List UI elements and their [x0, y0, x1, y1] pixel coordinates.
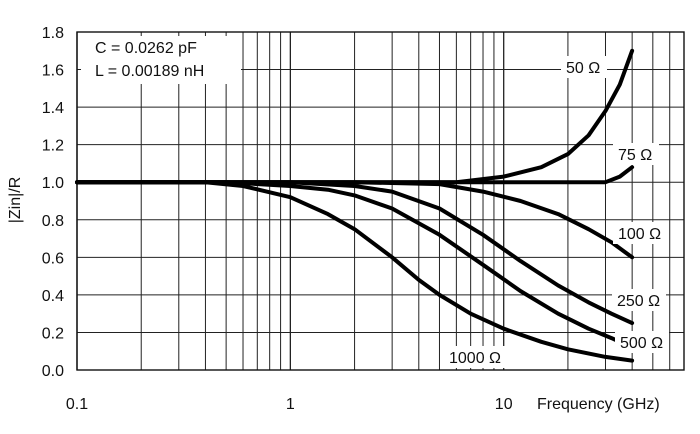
annotation-background: [81, 36, 241, 84]
series-label-background: [612, 289, 666, 311]
series-label-background: [613, 222, 667, 244]
series-line-100: [75, 180, 635, 260]
annotation-text: C = 0.0262 pF: [95, 40, 197, 57]
y-tick-label: 0.4: [42, 288, 64, 305]
series-label-75: 75 Ω: [618, 147, 652, 164]
y-tick-label: 0.2: [42, 325, 64, 342]
y-tick-label: 0.6: [42, 250, 64, 267]
series-label-background: [615, 331, 669, 353]
series-label-500: 500 Ω: [620, 335, 663, 352]
y-tick-label: 0.8: [42, 213, 64, 230]
series-line-500: [75, 180, 635, 350]
y-tick-label: 1.4: [42, 100, 64, 117]
y-tick-label: 0.0: [42, 363, 64, 380]
series-line-1000: [75, 180, 635, 363]
x-axis-label: Frequency (GHz): [537, 396, 660, 413]
x-tick-label: 1: [286, 396, 295, 413]
y-tick-label: 1.6: [42, 63, 64, 80]
y-tick-label: 1.8: [42, 25, 64, 42]
x-tick-label: 10: [495, 396, 513, 413]
x-tick-label: 0.1: [66, 396, 88, 413]
series-label-50: 50 Ω: [566, 60, 600, 77]
annotation-text: L = 0.00189 nH: [95, 63, 204, 80]
series-label-1000: 1000 Ω: [449, 350, 501, 367]
series-lines: [75, 48, 635, 363]
y-tick-label: 1.0: [42, 175, 64, 192]
series-label-100: 100 Ω: [618, 226, 661, 243]
tick-labels: 0.0 0.2 0.4 0.6 0.8 1.0 1.2 1.4 1.6 1.8 0.1 1 10: [42, 25, 513, 413]
y-axis-label: |Zin|/R: [7, 177, 24, 224]
series-line-250: [75, 180, 635, 326]
series-label-background: [613, 143, 659, 165]
series-label-background: [444, 346, 506, 368]
plot-frame: [76, 31, 685, 371]
labels: C = 0.0262 pF L = 0.00189 nH 50 Ω 75 Ω 100 Ω…: [7, 36, 669, 413]
series-label-background: [561, 56, 607, 78]
series-label-250: 250 Ω: [617, 293, 660, 310]
y-tick-label: 1.2: [42, 138, 64, 155]
